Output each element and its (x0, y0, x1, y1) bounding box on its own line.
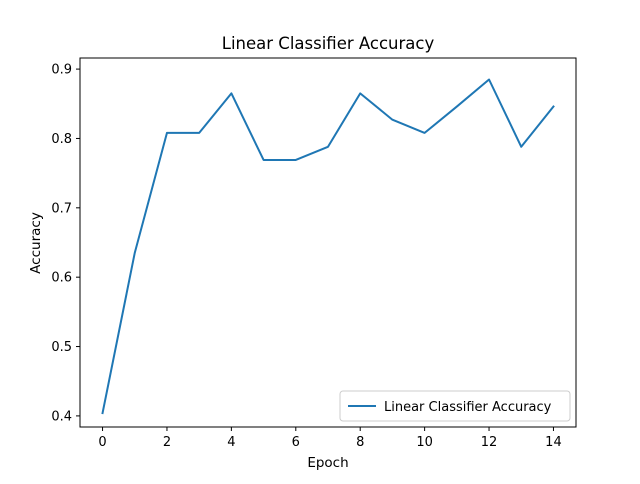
y-tick-label: 0.6 (51, 271, 72, 286)
y-tick-label: 0.9 (51, 63, 72, 78)
x-tick-label: 8 (356, 435, 364, 450)
x-tick-label: 10 (416, 435, 433, 450)
chart-title: Linear Classifier Accuracy (222, 34, 435, 53)
y-tick-label: 0.8 (51, 132, 72, 147)
y-axis-label: Accuracy (28, 212, 44, 274)
series-layer (101, 78, 555, 415)
y-tick-label: 0.7 (51, 201, 72, 216)
x-tick-label: 12 (481, 435, 498, 450)
x-tick-label: 14 (545, 435, 562, 450)
series-line (101, 78, 555, 415)
x-tick-label: 0 (98, 435, 106, 450)
x-axis-label: Epoch (307, 455, 348, 471)
legend: Linear Classifier Accuracy (339, 390, 571, 422)
x-tick-label: 2 (163, 435, 171, 450)
legend-label: Linear Classifier Accuracy (384, 400, 552, 415)
plot-frame (79, 57, 577, 428)
axis-ticks: 0 2 4 6 8 10 12 14 0.4 0.5 0.6 0.7 0.8 0.9 (51, 63, 561, 450)
legend-box (339, 390, 571, 422)
x-tick-label: 4 (227, 435, 235, 450)
y-tick-label: 0.5 (51, 340, 72, 355)
y-tick-label: 0.4 (51, 409, 72, 424)
x-tick-label: 6 (292, 435, 300, 450)
